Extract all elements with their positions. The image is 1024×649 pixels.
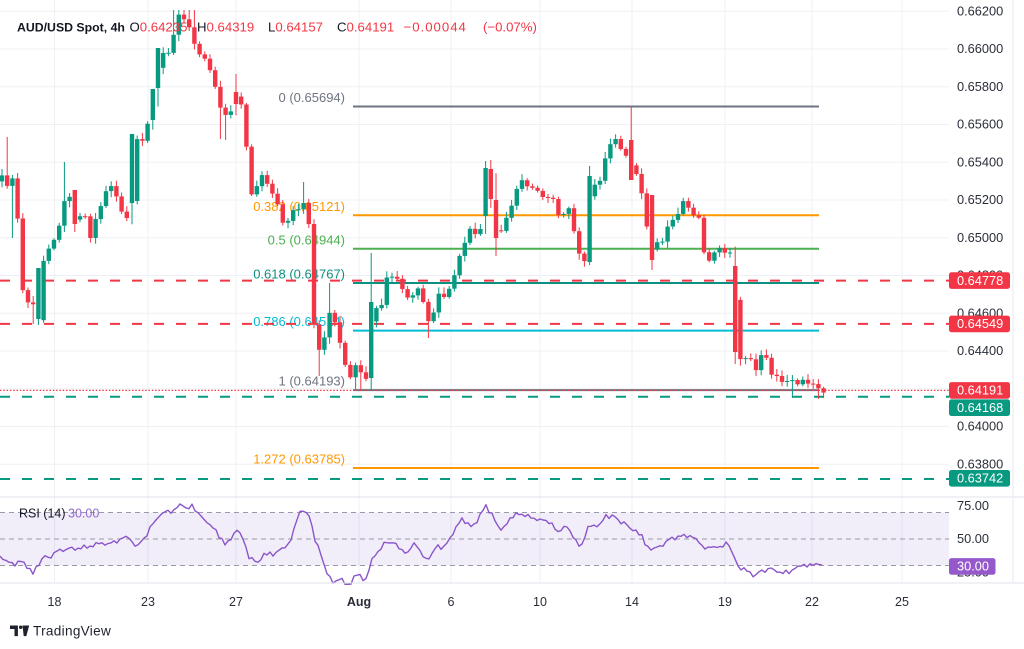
svg-text:0.65600: 0.65600 xyxy=(957,117,1003,132)
svg-text:0.66200: 0.66200 xyxy=(957,3,1003,18)
svg-text:0.618 (0.64767): 0.618 (0.64767) xyxy=(253,267,345,282)
svg-text:0.64000: 0.64000 xyxy=(957,419,1003,434)
svg-text:0.63742: 0.63742 xyxy=(957,471,1003,486)
svg-text:0.65400: 0.65400 xyxy=(957,154,1003,169)
svg-text:0.786 (0.64514): 0.786 (0.64514) xyxy=(253,314,345,329)
svg-text:23: 23 xyxy=(141,595,155,609)
svg-text:O0.64235: O0.64235 xyxy=(130,20,188,35)
svg-text:22: 22 xyxy=(805,595,819,609)
svg-text:RSI (14): RSI (14) xyxy=(19,507,66,521)
svg-text:25: 25 xyxy=(895,595,909,609)
svg-text:C0.64191: C0.64191 xyxy=(337,20,394,35)
svg-text:30.00: 30.00 xyxy=(957,559,989,574)
svg-text:14: 14 xyxy=(625,595,639,609)
svg-text:1 (0.64193): 1 (0.64193) xyxy=(279,374,346,389)
svg-text:TradingView: TradingView xyxy=(33,623,111,638)
svg-text:0.66000: 0.66000 xyxy=(957,41,1003,56)
svg-text:L0.64157: L0.64157 xyxy=(268,20,323,35)
svg-text:27: 27 xyxy=(229,595,243,609)
svg-text:10: 10 xyxy=(533,595,547,609)
svg-text:75.00: 75.00 xyxy=(957,498,989,513)
svg-text:30.00: 30.00 xyxy=(68,507,99,521)
svg-text:50.00: 50.00 xyxy=(957,531,989,546)
svg-text:0.64400: 0.64400 xyxy=(957,343,1003,358)
svg-text:0 (0.65694): 0 (0.65694) xyxy=(279,90,346,105)
svg-text:Aug: Aug xyxy=(347,595,371,609)
svg-text:0.64168: 0.64168 xyxy=(957,400,1003,415)
svg-text:0.382 (0.65121): 0.382 (0.65121) xyxy=(253,199,345,214)
svg-text:19: 19 xyxy=(718,595,732,609)
svg-text:0.5 (0.64944): 0.5 (0.64944) xyxy=(268,232,345,247)
svg-text:1.272 (0.63785): 1.272 (0.63785) xyxy=(253,452,345,467)
svg-text:(−0.07%): (−0.07%) xyxy=(483,20,537,35)
svg-text:0.65200: 0.65200 xyxy=(957,192,1003,207)
svg-text:0.65800: 0.65800 xyxy=(957,79,1003,94)
svg-text:H0.64319: H0.64319 xyxy=(197,20,254,35)
svg-text:6: 6 xyxy=(448,595,455,609)
svg-text:18: 18 xyxy=(48,595,62,609)
svg-text:−0.00044: −0.00044 xyxy=(404,20,467,35)
svg-text:0.63800: 0.63800 xyxy=(957,456,1003,471)
svg-text:0.65000: 0.65000 xyxy=(957,230,1003,245)
svg-text:0.64191: 0.64191 xyxy=(957,383,1003,398)
svg-text:0.64549: 0.64549 xyxy=(957,316,1003,331)
svg-text:0.64778: 0.64778 xyxy=(957,273,1003,288)
svg-text:AUD/USD Spot, 4h: AUD/USD Spot, 4h xyxy=(17,21,125,35)
